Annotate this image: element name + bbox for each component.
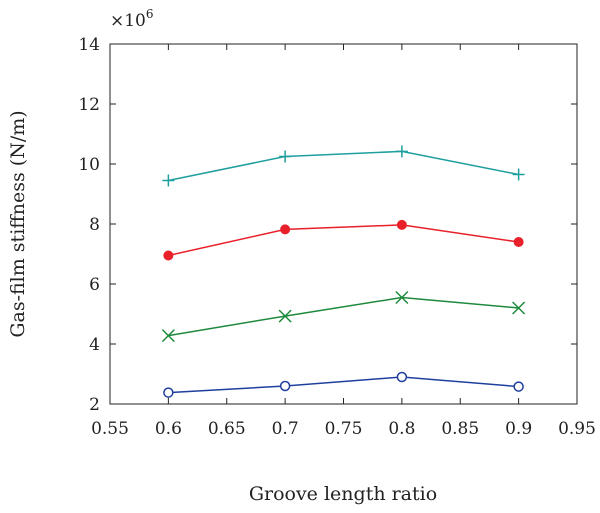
y-multiplier-base: ×10 <box>110 11 146 31</box>
y-multiplier-label: ×106 <box>110 7 154 31</box>
y-tick-label: 12 <box>78 95 100 115</box>
data-point <box>279 380 291 392</box>
y-tick-label: 8 <box>89 215 100 235</box>
data-point <box>395 290 409 305</box>
x-tick-label: 0.85 <box>441 419 479 439</box>
y-multiplier-exponent: 6 <box>146 7 154 21</box>
x-axis-title: Groove length ratio <box>249 483 437 505</box>
x-tick-label: 0.95 <box>558 419 596 439</box>
data-point <box>279 150 292 163</box>
x-tick-label: 0.75 <box>325 419 363 439</box>
series-line <box>168 150 519 182</box>
data-point <box>513 237 524 247</box>
data-point <box>161 329 175 343</box>
x-tick-label: 0.9 <box>505 419 532 439</box>
x-tick-label: 0.65 <box>208 419 246 439</box>
data-point <box>512 301 526 315</box>
series-4 <box>163 371 524 398</box>
data-point <box>162 174 175 187</box>
series-3 <box>161 290 526 343</box>
y-axis-title: Gas-film stiffness (N/m) <box>7 110 29 337</box>
series-line <box>168 224 519 257</box>
data-point <box>163 387 174 398</box>
x-tick-label: 0.7 <box>272 419 299 439</box>
y-tick-label: 4 <box>89 335 100 355</box>
y-axis-ticks: 2 4 6 8 10 12 14 <box>78 35 577 415</box>
data-point <box>396 219 407 230</box>
series-line <box>168 296 519 337</box>
data-point <box>395 145 408 158</box>
data-point <box>163 250 174 261</box>
series-2 <box>163 219 524 261</box>
x-tick-label: 0.8 <box>388 419 415 439</box>
data-point <box>278 309 292 323</box>
series-layer <box>161 145 526 398</box>
data-point <box>513 381 524 392</box>
y-tick-label: 10 <box>78 155 100 175</box>
y-tick-label: 14 <box>78 35 100 55</box>
series-1 <box>162 145 525 187</box>
x-tick-label: 0.6 <box>155 419 182 439</box>
data-point <box>396 371 408 383</box>
x-axis-ticks: 0.55 0.6 0.65 0.7 0.75 0.8 0.85 0.9 0.95 <box>91 44 596 439</box>
y-tick-label: 6 <box>89 275 100 295</box>
series-line <box>168 376 519 394</box>
data-point <box>280 224 291 235</box>
y-tick-label: 2 <box>89 395 100 415</box>
data-point <box>512 168 525 181</box>
plot-frame <box>109 43 578 405</box>
x-tick-label: 0.55 <box>91 419 129 439</box>
